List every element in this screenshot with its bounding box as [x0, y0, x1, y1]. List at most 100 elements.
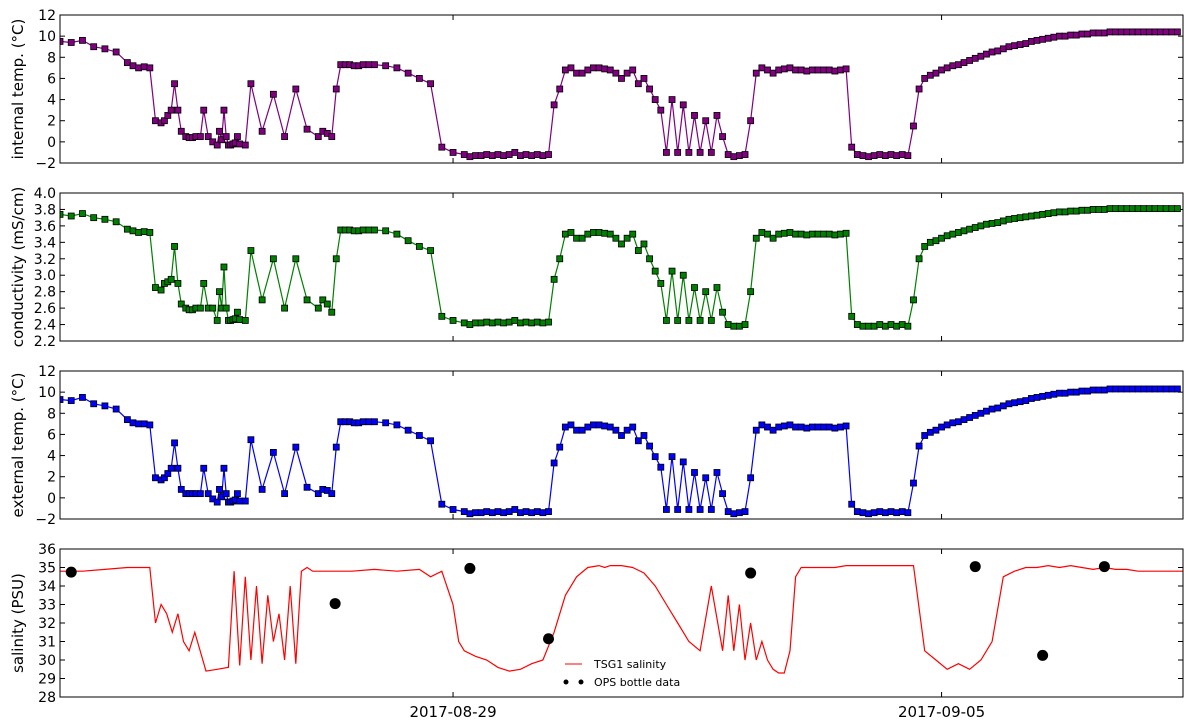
data-point: [932, 237, 940, 245]
data-point: [112, 218, 120, 226]
data-point: [567, 421, 575, 429]
data-point: [60, 38, 64, 45]
data-point: [713, 284, 721, 291]
ytick-label: 2.4: [34, 318, 56, 334]
data-point: [837, 66, 844, 74]
data-point: [477, 319, 485, 327]
data-point: [870, 322, 878, 330]
data-point: [724, 151, 732, 158]
data-point: [887, 151, 895, 158]
data-point: [332, 443, 340, 451]
data-point: [1050, 33, 1058, 41]
data-point: [314, 304, 322, 312]
data-point: [1039, 210, 1047, 218]
ytick-label: 34: [38, 579, 56, 595]
bottle-point: [969, 561, 981, 573]
data-point: [977, 409, 985, 417]
ytick-label: 2: [47, 470, 56, 486]
data-point: [679, 271, 687, 279]
ytick-label: 6: [47, 427, 56, 443]
ytick-label: 4: [47, 93, 56, 109]
data-point: [1061, 208, 1069, 216]
data-point: [1044, 391, 1052, 399]
legend: TSG1 salinity OPS bottle data: [563, 658, 680, 689]
data-point: [1011, 399, 1018, 407]
data-point: [741, 151, 749, 158]
data-point: [1016, 398, 1024, 406]
data-point: [646, 85, 653, 93]
data-point: [1084, 206, 1091, 214]
data-point: [449, 149, 457, 156]
data-point: [494, 151, 502, 158]
data-point: [511, 317, 519, 324]
plot-area: [60, 561, 1183, 674]
data-point: [595, 229, 603, 236]
data-point: [949, 62, 957, 70]
data-point: [578, 69, 586, 77]
data-point: [1056, 32, 1063, 40]
data-point: [427, 437, 434, 445]
data-point: [1095, 29, 1103, 37]
data-point: [281, 133, 289, 140]
data-point: [1157, 205, 1164, 213]
data-point: [629, 66, 637, 74]
data-point: [741, 321, 749, 328]
data-point: [707, 149, 715, 156]
bottle-point: [1098, 561, 1110, 573]
ytick-label: 0: [47, 491, 56, 507]
data-point: [752, 69, 760, 77]
ytick-label: 6: [47, 71, 56, 87]
data-point: [584, 423, 592, 431]
data-point: [803, 231, 811, 239]
data-point: [466, 153, 474, 161]
data-point: [736, 509, 743, 517]
data-point: [550, 459, 558, 467]
data-point: [449, 506, 457, 513]
data-point: [674, 506, 682, 513]
data-point: [949, 230, 957, 238]
data-point: [505, 151, 513, 158]
data-point: [792, 66, 799, 74]
data-point: [1100, 386, 1108, 394]
data-point: [477, 509, 485, 517]
data-point: [167, 106, 175, 114]
data-point: [140, 228, 148, 236]
ylabel: external temp. (°C): [9, 373, 27, 518]
data-point: [988, 48, 996, 56]
data-point: [152, 284, 159, 291]
data-point: [234, 133, 241, 140]
data-point: [1089, 206, 1097, 213]
data-point: [1078, 387, 1086, 395]
data-point: [90, 400, 98, 408]
data-point: [814, 66, 822, 74]
data-point: [171, 439, 178, 447]
data-point: [90, 43, 98, 51]
data-point: [234, 308, 241, 316]
data-point: [1140, 385, 1148, 393]
data-point: [488, 319, 496, 327]
data-point: [359, 61, 367, 69]
data-point: [657, 280, 665, 287]
data-point: [573, 69, 580, 77]
data-point: [460, 151, 468, 158]
data-point: [584, 230, 592, 238]
data-point: [999, 217, 1007, 225]
data-point: [213, 317, 221, 324]
data-point: [528, 319, 536, 327]
data-point: [983, 50, 990, 58]
data-point: [1180, 0, 1184, 6]
data-point: [758, 421, 766, 429]
data-point: [898, 508, 906, 516]
data-point: [1089, 29, 1097, 37]
data-point: [825, 66, 833, 74]
panel-internal-temp: −2 0 2 4 6 8 10 12 internal temp. (°C): [9, 0, 1184, 172]
data-point: [234, 490, 241, 498]
data-point: [1129, 205, 1136, 213]
data-point: [382, 227, 390, 235]
data-point: [216, 485, 223, 493]
data-point: [938, 66, 945, 74]
data-point: [123, 59, 131, 66]
data-point: [1011, 215, 1018, 222]
data-point: [90, 214, 98, 222]
